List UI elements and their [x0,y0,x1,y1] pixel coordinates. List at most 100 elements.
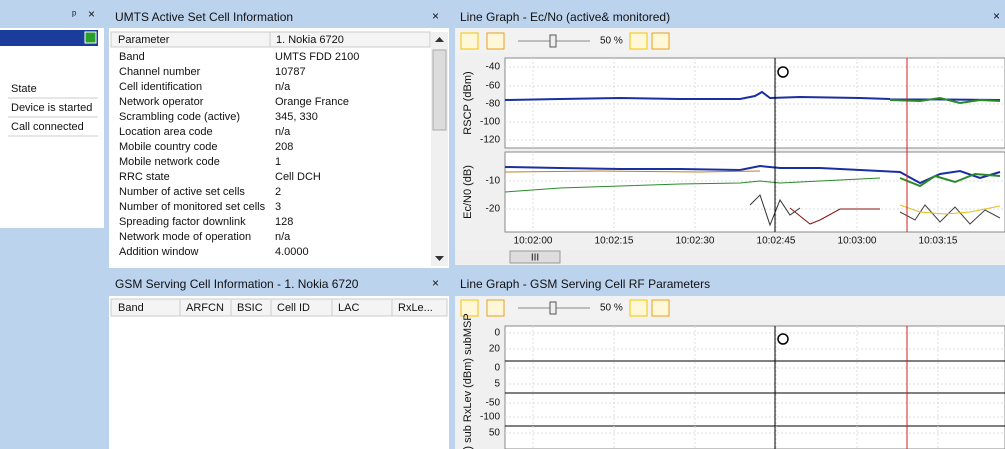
trace [504,170,761,173]
row-label: Cell identification [119,81,202,93]
zoom-slider-thumb[interactable] [549,34,557,48]
column-header[interactable]: Band [118,302,144,314]
axis-label: (dB) sub RxLev (dBm) subMSP [462,313,474,449]
y-tick-label: -20 [486,204,501,215]
x-tick-label: 10:02:30 [676,236,715,247]
row-value: 1 [275,156,281,168]
row-value: 345, 330 [275,111,318,123]
y-tick-label: -100 [480,412,500,423]
trace [789,207,880,225]
row-value: Orange France [275,96,349,108]
left-panel-body [0,28,104,228]
event-icon[interactable] [777,333,789,345]
row-value: 3 [275,201,281,213]
row-label: Scrambling code (active) [119,111,240,123]
tool-button[interactable] [629,299,648,317]
column-header[interactable]: 1. Nokia 6720 [276,34,344,46]
close-button[interactable]: × [432,9,439,23]
y-tick-label: 50 [489,428,501,439]
y-tick-label: -50 [486,398,501,409]
h-scroll-thumb[interactable] [509,250,561,264]
row-value: n/a [275,231,291,243]
close-button[interactable]: × [432,276,439,290]
row-value: Cell DCH [275,171,321,183]
row-value: 4.0000 [275,246,309,258]
selected-bar[interactable] [0,30,98,46]
row-label: Network operator [119,96,204,108]
axis-label: RSCP (dBm) [462,71,474,134]
list-item: Device is started [11,102,92,114]
row-label: Mobile network code [119,156,220,168]
y-tick-label: -10 [486,176,501,187]
x-tick-label: 10:02:15 [595,236,634,247]
umts-panel-body [109,28,449,268]
event-icon[interactable] [777,66,789,78]
y-tick-label: -120 [480,135,500,146]
row-value: n/a [275,126,291,138]
tool-button[interactable] [651,299,670,317]
row-label: Addition window [119,246,199,258]
tool-button[interactable] [460,32,479,50]
status-indicator [84,31,97,44]
row-label: Channel number [119,66,201,78]
y-tick-label: 20 [489,344,501,355]
tool-button[interactable] [629,32,648,50]
trace [899,204,1001,225]
y-tick-label: 0 [494,363,500,374]
column-header[interactable]: Parameter [118,34,170,46]
x-tick-label: 10:03:15 [919,236,958,247]
ecno-plot [504,151,1005,233]
close-button[interactable]: × [993,9,1000,23]
panel-title: Line Graph - Ec/No (active& monitored) [460,10,670,24]
list-item: State [11,83,37,95]
panel-title: Line Graph - GSM Serving Cell RF Paramet… [460,277,710,291]
column-header[interactable]: RxLe... [398,302,433,314]
close-button[interactable]: × [88,7,95,21]
trace [504,177,881,193]
row-label: Number of active set cells [119,186,245,198]
pin-icon[interactable]: ᵖ [72,9,76,21]
y-tick-label: -60 [486,81,501,92]
column-header[interactable]: LAC [338,302,359,314]
row-value: 128 [275,216,293,228]
scroll-thumb[interactable] [432,49,447,131]
panel-title: GSM Serving Cell Information - 1. Nokia … [115,277,359,291]
row-label: Spreading factor downlink [119,216,246,228]
rscp-trace [889,96,1001,105]
zoom-level: 50 % [600,303,623,314]
column-header[interactable]: BSIC [237,302,263,314]
tool-button[interactable] [460,299,479,317]
x-tick-label: 10:02:45 [757,236,796,247]
y-tick-label: -80 [486,99,501,110]
row-value: 10787 [275,66,306,78]
y-tick-label: 0 [494,328,500,339]
scroll-thumb-grip: III [531,253,539,264]
zoom-slider-thumb[interactable] [549,301,557,315]
row-label: RRC state [119,171,170,183]
tool-button[interactable] [486,32,505,50]
thin-traces [504,170,1001,227]
column-header[interactable]: ARFCN [186,302,224,314]
traces [504,90,1001,188]
x-tick-label: 10:02:00 [514,236,553,247]
rscp-trace [504,90,1001,101]
y-tick-label: -40 [486,62,501,73]
row-value: n/a [275,81,291,93]
ecno-trace [504,164,1001,185]
list-item: Call connected [11,121,84,133]
row-value: UMTS FDD 2100 [275,51,359,63]
tool-button[interactable] [486,299,505,317]
table-header [110,298,448,317]
row-label: Mobile country code [119,141,217,153]
zoom-level: 50 % [600,36,623,47]
tool-button[interactable] [651,32,670,50]
y-tick-label: 5 [494,379,500,390]
x-tick-label: 10:03:00 [838,236,877,247]
row-label: Number of monitored set cells [119,201,266,213]
ecno-trace [899,172,1001,188]
column-header[interactable]: Cell ID [277,302,310,314]
axis-label: Ec/N0 (dB) [462,165,474,219]
h-scrollbar[interactable] [455,250,1005,264]
panel-title: UMTS Active Set Cell Information [115,10,293,24]
